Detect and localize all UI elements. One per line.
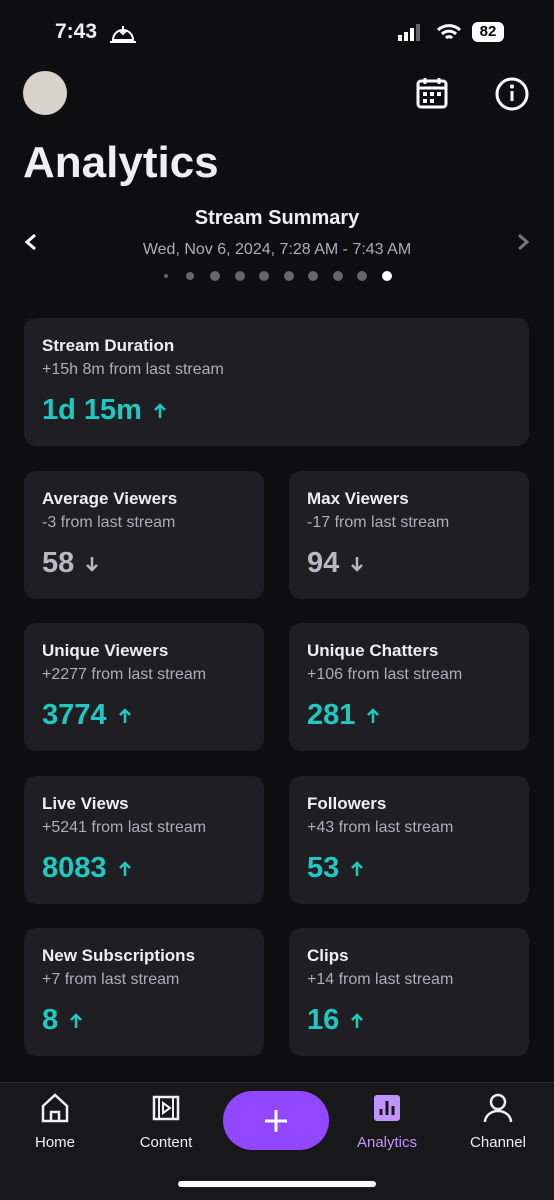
stat-change: +5241 from last stream [42, 819, 207, 836]
stat-card: Stream Duration +15h 8m from last stream 1… [24, 318, 529, 446]
stat-change: +2277 from last stream [42, 666, 207, 683]
stat-value-row: 8083 [42, 852, 133, 885]
page-dots [164, 271, 392, 281]
nav-icon [152, 1095, 180, 1121]
trend-arrow [118, 707, 131, 723]
calendar-button[interactable] [416, 77, 448, 109]
stat-value-row: 53 [307, 852, 365, 885]
status-icon [110, 26, 136, 43]
stat-change: +43 from last stream [307, 819, 454, 836]
status-time: 7:43 [55, 20, 98, 43]
nav-label: Channel [470, 1134, 526, 1151]
trend-arrow [351, 860, 364, 876]
stat-change: -17 from last stream [307, 514, 450, 531]
stat-card: Live Views +5241 from last stream 8083 [24, 776, 264, 904]
stat-card: Average Viewers -3 from last stream 58 [24, 471, 264, 599]
nav-icon [483, 1093, 513, 1123]
stat-label: Followers [307, 794, 387, 813]
stat-value: 53 [307, 852, 340, 884]
nav-label: Home [34, 1134, 75, 1151]
stat-change: +15h 8m from last stream [42, 361, 224, 378]
stat-label: Clips [307, 946, 349, 965]
stat-value: 16 [307, 1004, 340, 1036]
stat-label: Stream Duration [42, 336, 175, 355]
stat-value: 94 [307, 547, 340, 579]
next-button[interactable] [514, 232, 532, 252]
summary-title: Stream Summary [194, 207, 360, 229]
stat-change: +106 from last stream [307, 666, 463, 683]
trend-arrow [118, 860, 131, 876]
create-button[interactable] [223, 1091, 329, 1150]
stat-card: Max Viewers -17 from last stream 94 [289, 471, 529, 599]
stat-value-row: 8 [42, 1004, 84, 1037]
summary-date: Wed, Nov 6, 2024, 7:28 AM - 7:43 AM [142, 241, 412, 258]
nav-icon [374, 1095, 400, 1121]
stat-card: New Subscriptions +7 from last stream 8 [24, 928, 264, 1056]
stat-card: Unique Chatters +106 from last stream 281 [289, 623, 529, 751]
stat-value: 58 [42, 547, 75, 579]
stat-value-row: 1d 15m [42, 394, 168, 427]
stat-label: Average Viewers [42, 489, 178, 508]
stat-label: Unique Viewers [42, 641, 169, 660]
page-title: Analytics [23, 138, 219, 187]
stat-card: Followers +43 from last stream 53 [289, 776, 529, 904]
battery: 82 [472, 22, 504, 42]
stat-label: Live Views [42, 794, 129, 813]
trend-arrow [351, 1012, 364, 1028]
previous-button[interactable] [22, 232, 40, 252]
stat-value: 1d 15m [42, 394, 142, 426]
signal-icon [398, 24, 420, 41]
nav-label: Content [139, 1134, 193, 1151]
nav-item[interactable]: Home [5, 1092, 105, 1151]
trend-arrow [351, 556, 364, 572]
stat-value-row: 281 [307, 699, 381, 732]
nav-label: Analytics [356, 1134, 418, 1151]
stat-label: New Subscriptions [42, 946, 196, 965]
nav-item[interactable]: Channel [448, 1092, 548, 1151]
trend-arrow [367, 707, 380, 723]
stat-value: 3774 [42, 699, 107, 731]
stat-value: 281 [307, 699, 356, 731]
stat-label: Max Viewers [307, 489, 409, 508]
wifi-icon [436, 24, 462, 40]
stat-value-row: 58 [42, 547, 100, 580]
nav-icon [41, 1093, 69, 1123]
stat-value-row: 3774 [42, 699, 133, 732]
stat-value-row: 16 [307, 1004, 365, 1037]
trend-arrow [154, 402, 166, 418]
stat-card: Unique Viewers +2277 from last stream 3774 [24, 623, 264, 751]
nav-item[interactable]: Analytics [337, 1092, 437, 1151]
home-indicator [178, 1181, 376, 1187]
stat-value: 8 [42, 1004, 59, 1036]
stat-value: 8083 [42, 852, 107, 884]
stat-change: +7 from last stream [42, 971, 180, 988]
info-button[interactable] [495, 77, 529, 111]
stat-label: Unique Chatters [307, 641, 439, 660]
stat-change: +14 from last stream [307, 971, 454, 988]
stat-value-row: 94 [307, 547, 365, 580]
nav-item[interactable]: Content [116, 1092, 216, 1151]
trend-arrow [86, 556, 99, 572]
stat-card: Clips +14 from last stream 16 [289, 928, 529, 1056]
stat-change: -3 from last stream [42, 514, 176, 531]
trend-arrow [70, 1012, 83, 1028]
avatar[interactable] [23, 71, 67, 115]
